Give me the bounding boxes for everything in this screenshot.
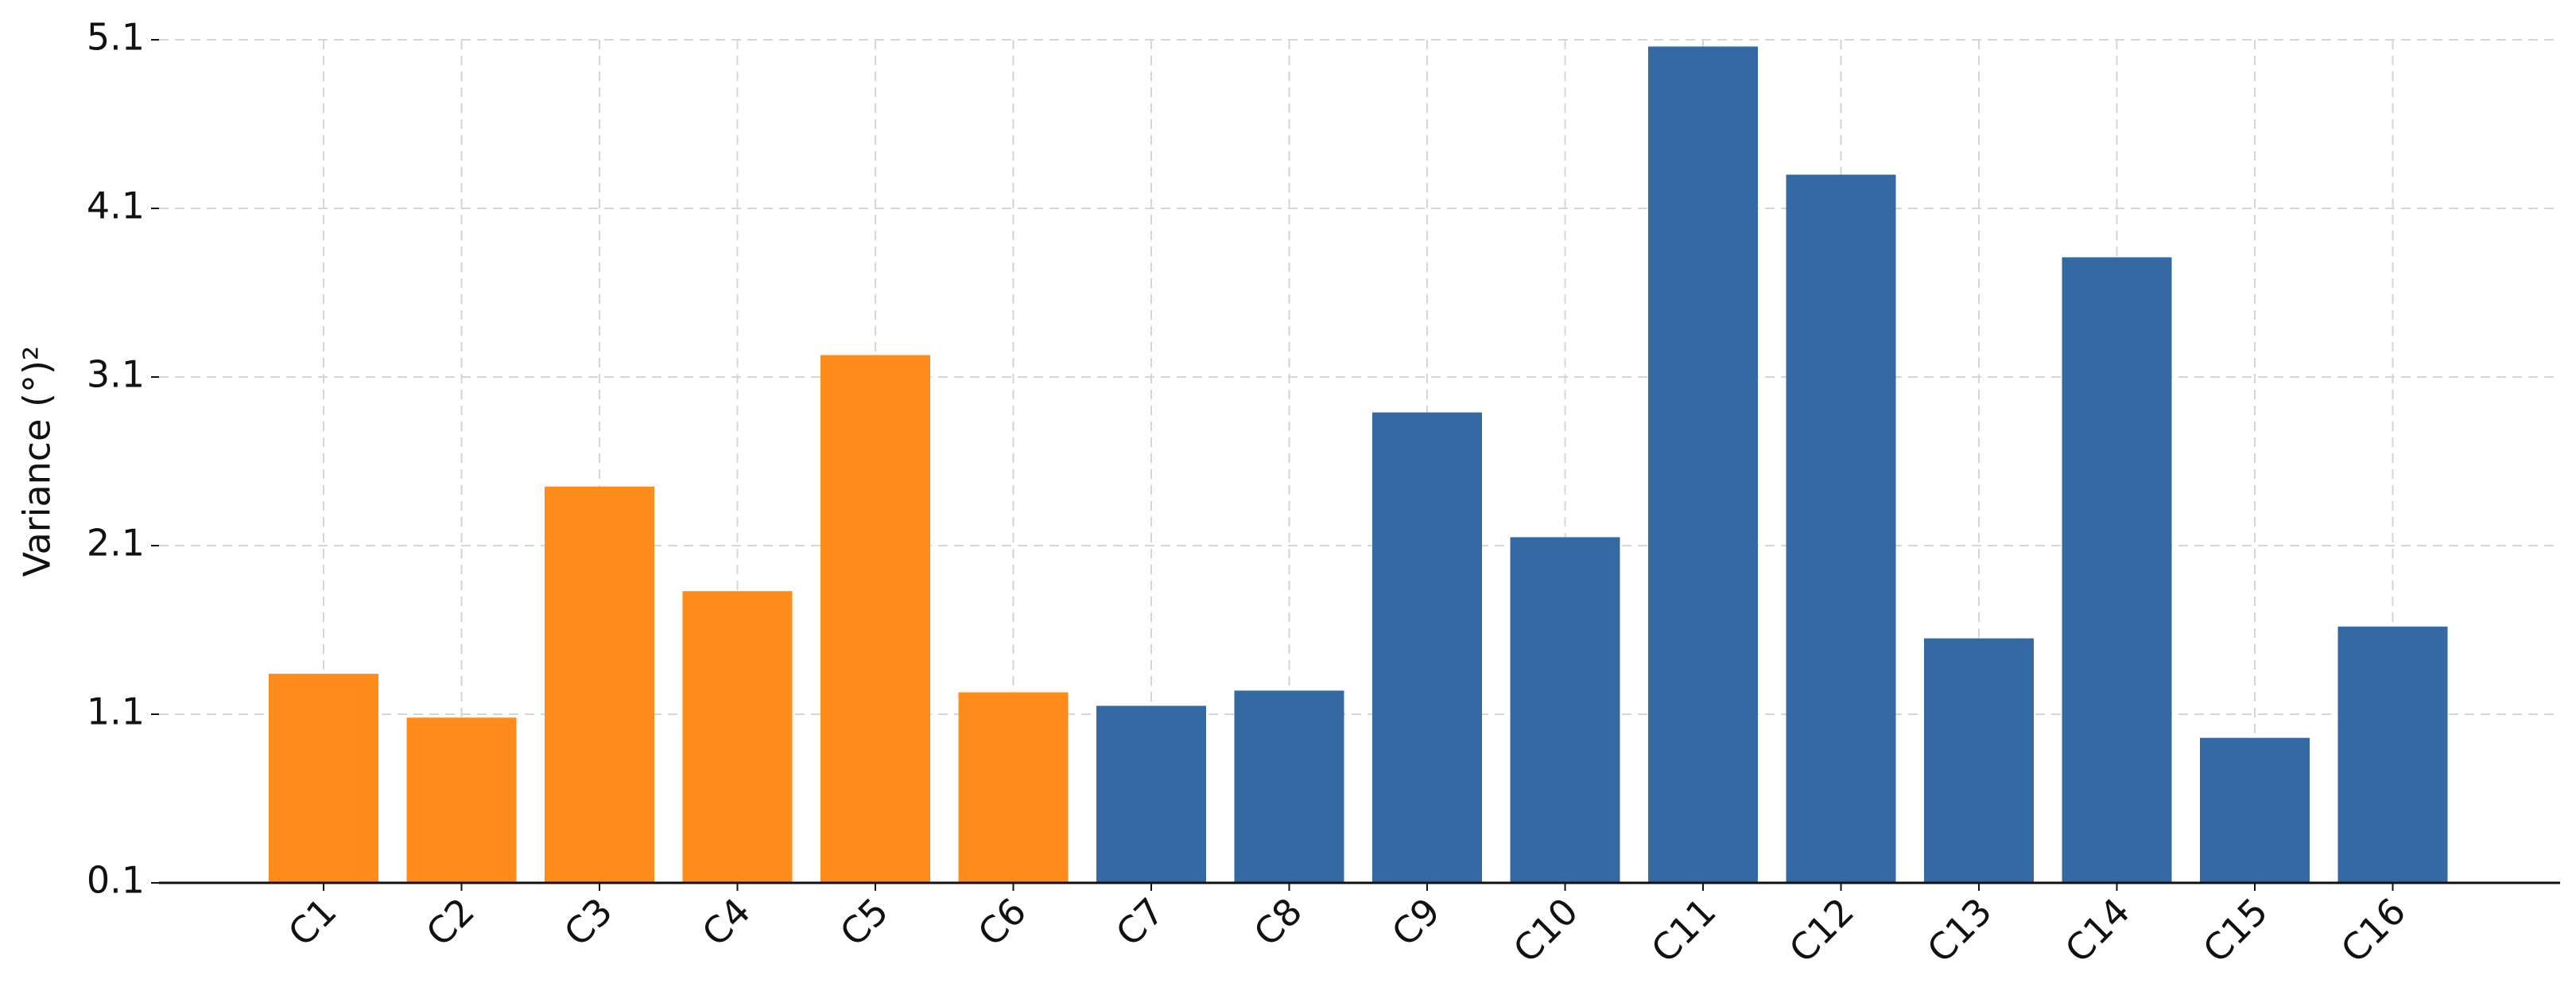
x-tick-label: C12 [1781,889,1862,970]
bar [1096,705,1206,883]
x-tick-label: C1 [280,889,345,954]
x-tick-label: C7 [1108,889,1173,954]
x-tick-label: C14 [2057,889,2138,970]
bar [1234,690,1344,883]
bar [1786,174,1896,884]
bar [406,717,517,883]
x-tick-label: C8 [1246,889,1311,954]
x-tick-label: C13 [1918,889,2000,970]
y-tick-label: 0.1 [87,859,145,902]
x-tick-label: C3 [556,889,621,954]
bars [269,46,2448,884]
y-tick-label: 5.1 [87,16,145,59]
bar [2337,626,2448,883]
y-tick-label: 3.1 [87,353,145,396]
x-tick-label: C16 [2333,889,2414,970]
x-tick-label: C6 [970,889,1035,954]
x-tick-label: C9 [1383,889,1449,954]
bar [1648,46,1758,884]
bar [958,692,1069,883]
x-tick-label: C2 [418,889,483,954]
bar [682,591,793,883]
bar [1372,412,1482,883]
bar [821,355,930,883]
bar [545,486,654,883]
y-tick-label: 2.1 [87,522,145,565]
bar [2200,737,2310,883]
y-tick-label: 4.1 [87,185,145,227]
bar [1510,537,1620,883]
bar [1924,638,2034,883]
y-axis-label: Variance (°)² [16,346,59,577]
y-tick-label: 1.1 [87,690,145,733]
x-tick-label: C10 [1505,889,1586,970]
x-tick-label: C5 [832,889,897,954]
x-tick-label: C4 [694,889,759,954]
bar [269,674,378,883]
bar [2062,257,2172,884]
x-tick-label: C15 [2194,889,2275,970]
x-tick-label: C11 [1643,889,1724,970]
